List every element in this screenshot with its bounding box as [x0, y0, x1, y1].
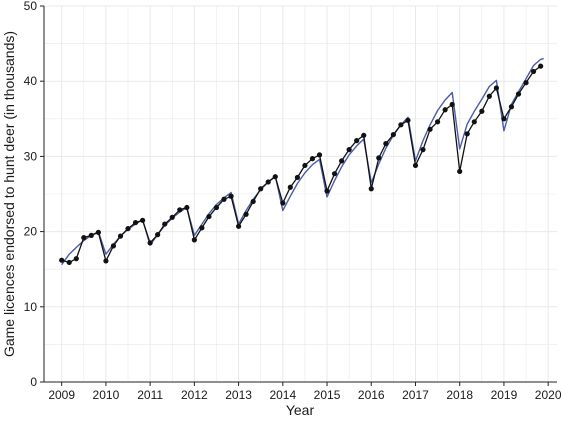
observed-data-point [294, 174, 301, 181]
observed-data-point [331, 171, 338, 177]
x-tick-label: 2013 [225, 388, 252, 402]
observed-data-point [110, 243, 117, 249]
y-axis-title: Game licences endorsed to hunt deer (in … [1, 31, 17, 357]
observed-data-point [132, 219, 139, 226]
observed-data-point [464, 131, 470, 137]
observed-data-point [420, 147, 426, 153]
observed-data-point [272, 174, 278, 180]
observed-data-point [199, 225, 205, 231]
data-points [59, 63, 544, 266]
observed-data-point [457, 168, 463, 175]
observed-data-point [390, 131, 396, 138]
observed-data-point [427, 126, 433, 132]
observed-data-point [287, 184, 293, 190]
x-tick-label: 2009 [48, 388, 75, 402]
observed-data-point [228, 193, 234, 199]
observed-data-point [515, 91, 522, 97]
observed-data-point [162, 221, 168, 227]
observed-data-point [191, 237, 197, 243]
observed-data-point [530, 68, 537, 75]
observed-data-point [339, 158, 345, 164]
x-tick-label: 2011 [137, 388, 163, 402]
observed-data-point [354, 138, 360, 144]
observed-data-point [265, 179, 271, 185]
gridlines [44, 5, 557, 383]
observed-data-point [59, 257, 65, 263]
observed-data-point [398, 122, 404, 128]
observed-data-point [501, 116, 507, 122]
observed-data-point [250, 198, 256, 205]
observed-data-point [302, 162, 308, 169]
y-tick-label: 50 [24, 0, 38, 13]
observed-data-point [169, 214, 175, 220]
observed-data-point [103, 258, 109, 264]
observed-data-point [221, 196, 227, 202]
observed-data-point [523, 80, 529, 86]
observed-data-point [376, 155, 382, 161]
observed-data-point [442, 107, 448, 113]
observed-data-point [508, 104, 515, 110]
observed-data-point [412, 162, 419, 169]
observed-data-point [258, 186, 264, 192]
observed-data-point [346, 147, 352, 153]
observed-data-point [316, 152, 323, 158]
x-tick-label: 2020 [535, 388, 561, 402]
x-tick-label: 2014 [269, 388, 296, 402]
y-tick-label: 20 [24, 225, 38, 239]
y-tick-label: 0 [30, 375, 37, 389]
observed-data-point [243, 211, 249, 217]
observed-data-point [147, 240, 153, 246]
observed-data-point [125, 225, 131, 232]
observed-data-point [88, 232, 94, 238]
observed-data-point [66, 259, 72, 266]
observed-data-point [324, 188, 330, 194]
observed-data-point [206, 213, 212, 220]
observed-data-point [280, 200, 286, 206]
observed-data-point [486, 93, 492, 99]
x-tick-label: 2017 [402, 388, 429, 402]
observed-data-point [493, 85, 500, 91]
x-tick-label: 2018 [446, 388, 473, 402]
observed-data-point [117, 233, 124, 239]
observed-data-point [81, 235, 87, 241]
observed-data-point [383, 141, 389, 147]
x-tick-label: 2012 [181, 388, 208, 402]
y-tick-label: 40 [24, 74, 38, 88]
observed-data-point [213, 204, 220, 211]
y-tick-label: 30 [24, 149, 38, 163]
observed-data-point [140, 217, 146, 223]
observed-data-point [177, 207, 183, 213]
axis-ticks: 2009 2010 2011 2012 2013 2014 2015 2016 2017 2018… [24, 0, 561, 402]
x-tick-label: 2015 [314, 388, 341, 402]
observed-data-point [434, 119, 441, 125]
observed-data-point [538, 63, 544, 69]
observed-data-point [471, 119, 477, 125]
x-axis-title: Year [286, 402, 315, 418]
observed-data-point [361, 132, 367, 138]
observed-data-point [479, 108, 485, 114]
observed-data-point [73, 256, 79, 262]
observed-data-point [184, 204, 190, 211]
x-tick-label: 2010 [93, 388, 120, 402]
x-tick-label: 2016 [358, 388, 385, 402]
observed-data-point [368, 186, 374, 192]
observed-data-point [449, 101, 455, 108]
observed-data-point [309, 156, 316, 162]
observed-data-point [155, 232, 161, 238]
y-tick-label: 10 [24, 300, 38, 314]
observed-data-point [95, 229, 101, 235]
x-tick-label: 2019 [491, 388, 518, 402]
observed-data-point [405, 117, 411, 123]
observed-data-point [235, 223, 242, 229]
